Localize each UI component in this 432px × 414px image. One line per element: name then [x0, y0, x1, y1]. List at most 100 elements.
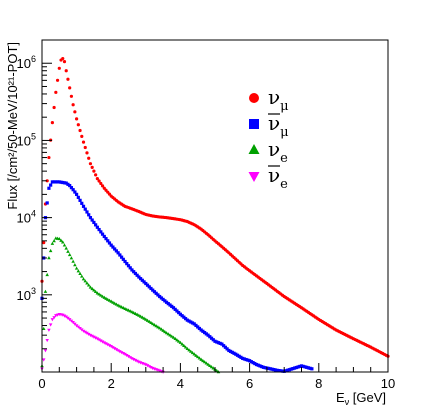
- data-point: [121, 351, 126, 356]
- data-point: [59, 238, 63, 242]
- legend-item: νμ: [249, 111, 289, 140]
- data-point: [93, 289, 98, 293]
- data-point: [169, 334, 174, 338]
- data-point: [92, 220, 96, 225]
- data-point: [170, 304, 174, 308]
- data-point: [241, 356, 245, 361]
- data-point: [211, 338, 215, 342]
- data-point: [74, 266, 79, 270]
- data-point: [104, 342, 108, 346]
- data-point: [294, 365, 298, 370]
- data-point: [78, 198, 82, 202]
- data-point: [173, 336, 177, 341]
- data-point: [114, 302, 119, 306]
- data-point: [85, 331, 89, 335]
- data-point: [182, 315, 186, 319]
- data-point: [183, 345, 188, 349]
- data-point: [64, 246, 68, 250]
- data-point: [305, 365, 309, 369]
- data-point: [272, 367, 276, 372]
- data-point: [178, 312, 182, 316]
- data-point: [175, 309, 179, 313]
- data-point: [227, 348, 231, 353]
- data-point: [88, 333, 93, 338]
- data-point: [83, 330, 88, 334]
- data-point: [50, 318, 55, 322]
- data-point: [97, 179, 101, 183]
- data-point: [175, 338, 179, 342]
- data-point: [86, 332, 91, 337]
- data-point: [76, 195, 80, 199]
- data-point: [248, 359, 252, 363]
- legend-marker: [249, 93, 259, 103]
- data-point: [62, 243, 67, 247]
- data-point: [67, 252, 72, 257]
- data-point: [208, 335, 212, 339]
- data-point: [178, 340, 183, 344]
- legend-label: νμ: [268, 111, 289, 140]
- data-point: [114, 348, 119, 352]
- data-marks: [40, 56, 390, 374]
- data-point: [43, 349, 48, 353]
- data-point: [199, 328, 203, 332]
- data-point: [109, 345, 113, 349]
- data-point: [277, 369, 281, 373]
- data-point: [253, 361, 257, 366]
- y-tick-label: 105: [17, 131, 36, 148]
- data-point: [111, 346, 115, 350]
- data-point: [291, 367, 295, 371]
- data-point: [242, 357, 247, 361]
- data-point: [85, 151, 89, 155]
- data-point: [104, 237, 108, 241]
- data-point: [75, 192, 79, 196]
- data-point: [189, 349, 193, 353]
- data-point: [118, 350, 122, 354]
- x-tick-label: 10: [381, 376, 395, 391]
- data-point: [104, 296, 108, 300]
- legend-item: νμ: [249, 85, 289, 114]
- x-axis: 0 2 4 6 8 10: [38, 363, 395, 391]
- data-point: [180, 342, 184, 346]
- data-point: [92, 288, 96, 292]
- data-point: [144, 363, 148, 367]
- data-point: [133, 271, 138, 276]
- data-point: [50, 121, 54, 125]
- x-axis-title-unit: [GeV]: [349, 390, 386, 405]
- data-point: [154, 291, 158, 295]
- data-point: [100, 184, 105, 188]
- data-point: [190, 350, 195, 355]
- data-point: [287, 368, 291, 372]
- data-point: [308, 366, 312, 370]
- series-2: [40, 180, 314, 373]
- data-point: [102, 234, 106, 239]
- data-point: [47, 328, 51, 332]
- data-point: [88, 162, 93, 166]
- data-point: [81, 140, 86, 144]
- data-point: [267, 366, 271, 371]
- data-point: [57, 180, 61, 184]
- data-point: [280, 369, 285, 373]
- data-point: [52, 180, 56, 184]
- data-point: [202, 360, 207, 364]
- data-point: [128, 266, 132, 270]
- data-point: [168, 333, 172, 337]
- data-point: [197, 326, 202, 331]
- data-point: [123, 259, 127, 264]
- data-point: [187, 319, 191, 323]
- data-point: [119, 255, 124, 259]
- data-point: [83, 145, 87, 150]
- data-point: [149, 286, 153, 291]
- data-point: [220, 342, 224, 346]
- data-point: [204, 332, 208, 336]
- data-point: [73, 263, 77, 267]
- data-point: [52, 316, 56, 320]
- x-tick-label: 2: [108, 376, 115, 391]
- data-point: [142, 280, 146, 284]
- data-point: [130, 357, 134, 361]
- data-point: [190, 321, 195, 325]
- data-point: [71, 103, 75, 107]
- data-point: [64, 315, 68, 319]
- data-point: [107, 298, 112, 302]
- data-point: [49, 183, 53, 187]
- data-point: [76, 269, 81, 273]
